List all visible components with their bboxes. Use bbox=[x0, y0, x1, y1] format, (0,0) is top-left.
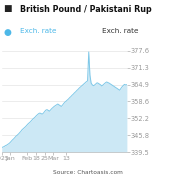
Text: ●: ● bbox=[4, 28, 11, 37]
Text: ■: ■ bbox=[4, 4, 12, 14]
Text: Source: Chartoasis.com: Source: Chartoasis.com bbox=[52, 170, 122, 175]
Text: Exch. rate: Exch. rate bbox=[20, 28, 57, 34]
Text: Exch. rate: Exch. rate bbox=[102, 28, 139, 34]
Text: British Pound / Pakistani Rup: British Pound / Pakistani Rup bbox=[20, 4, 152, 14]
